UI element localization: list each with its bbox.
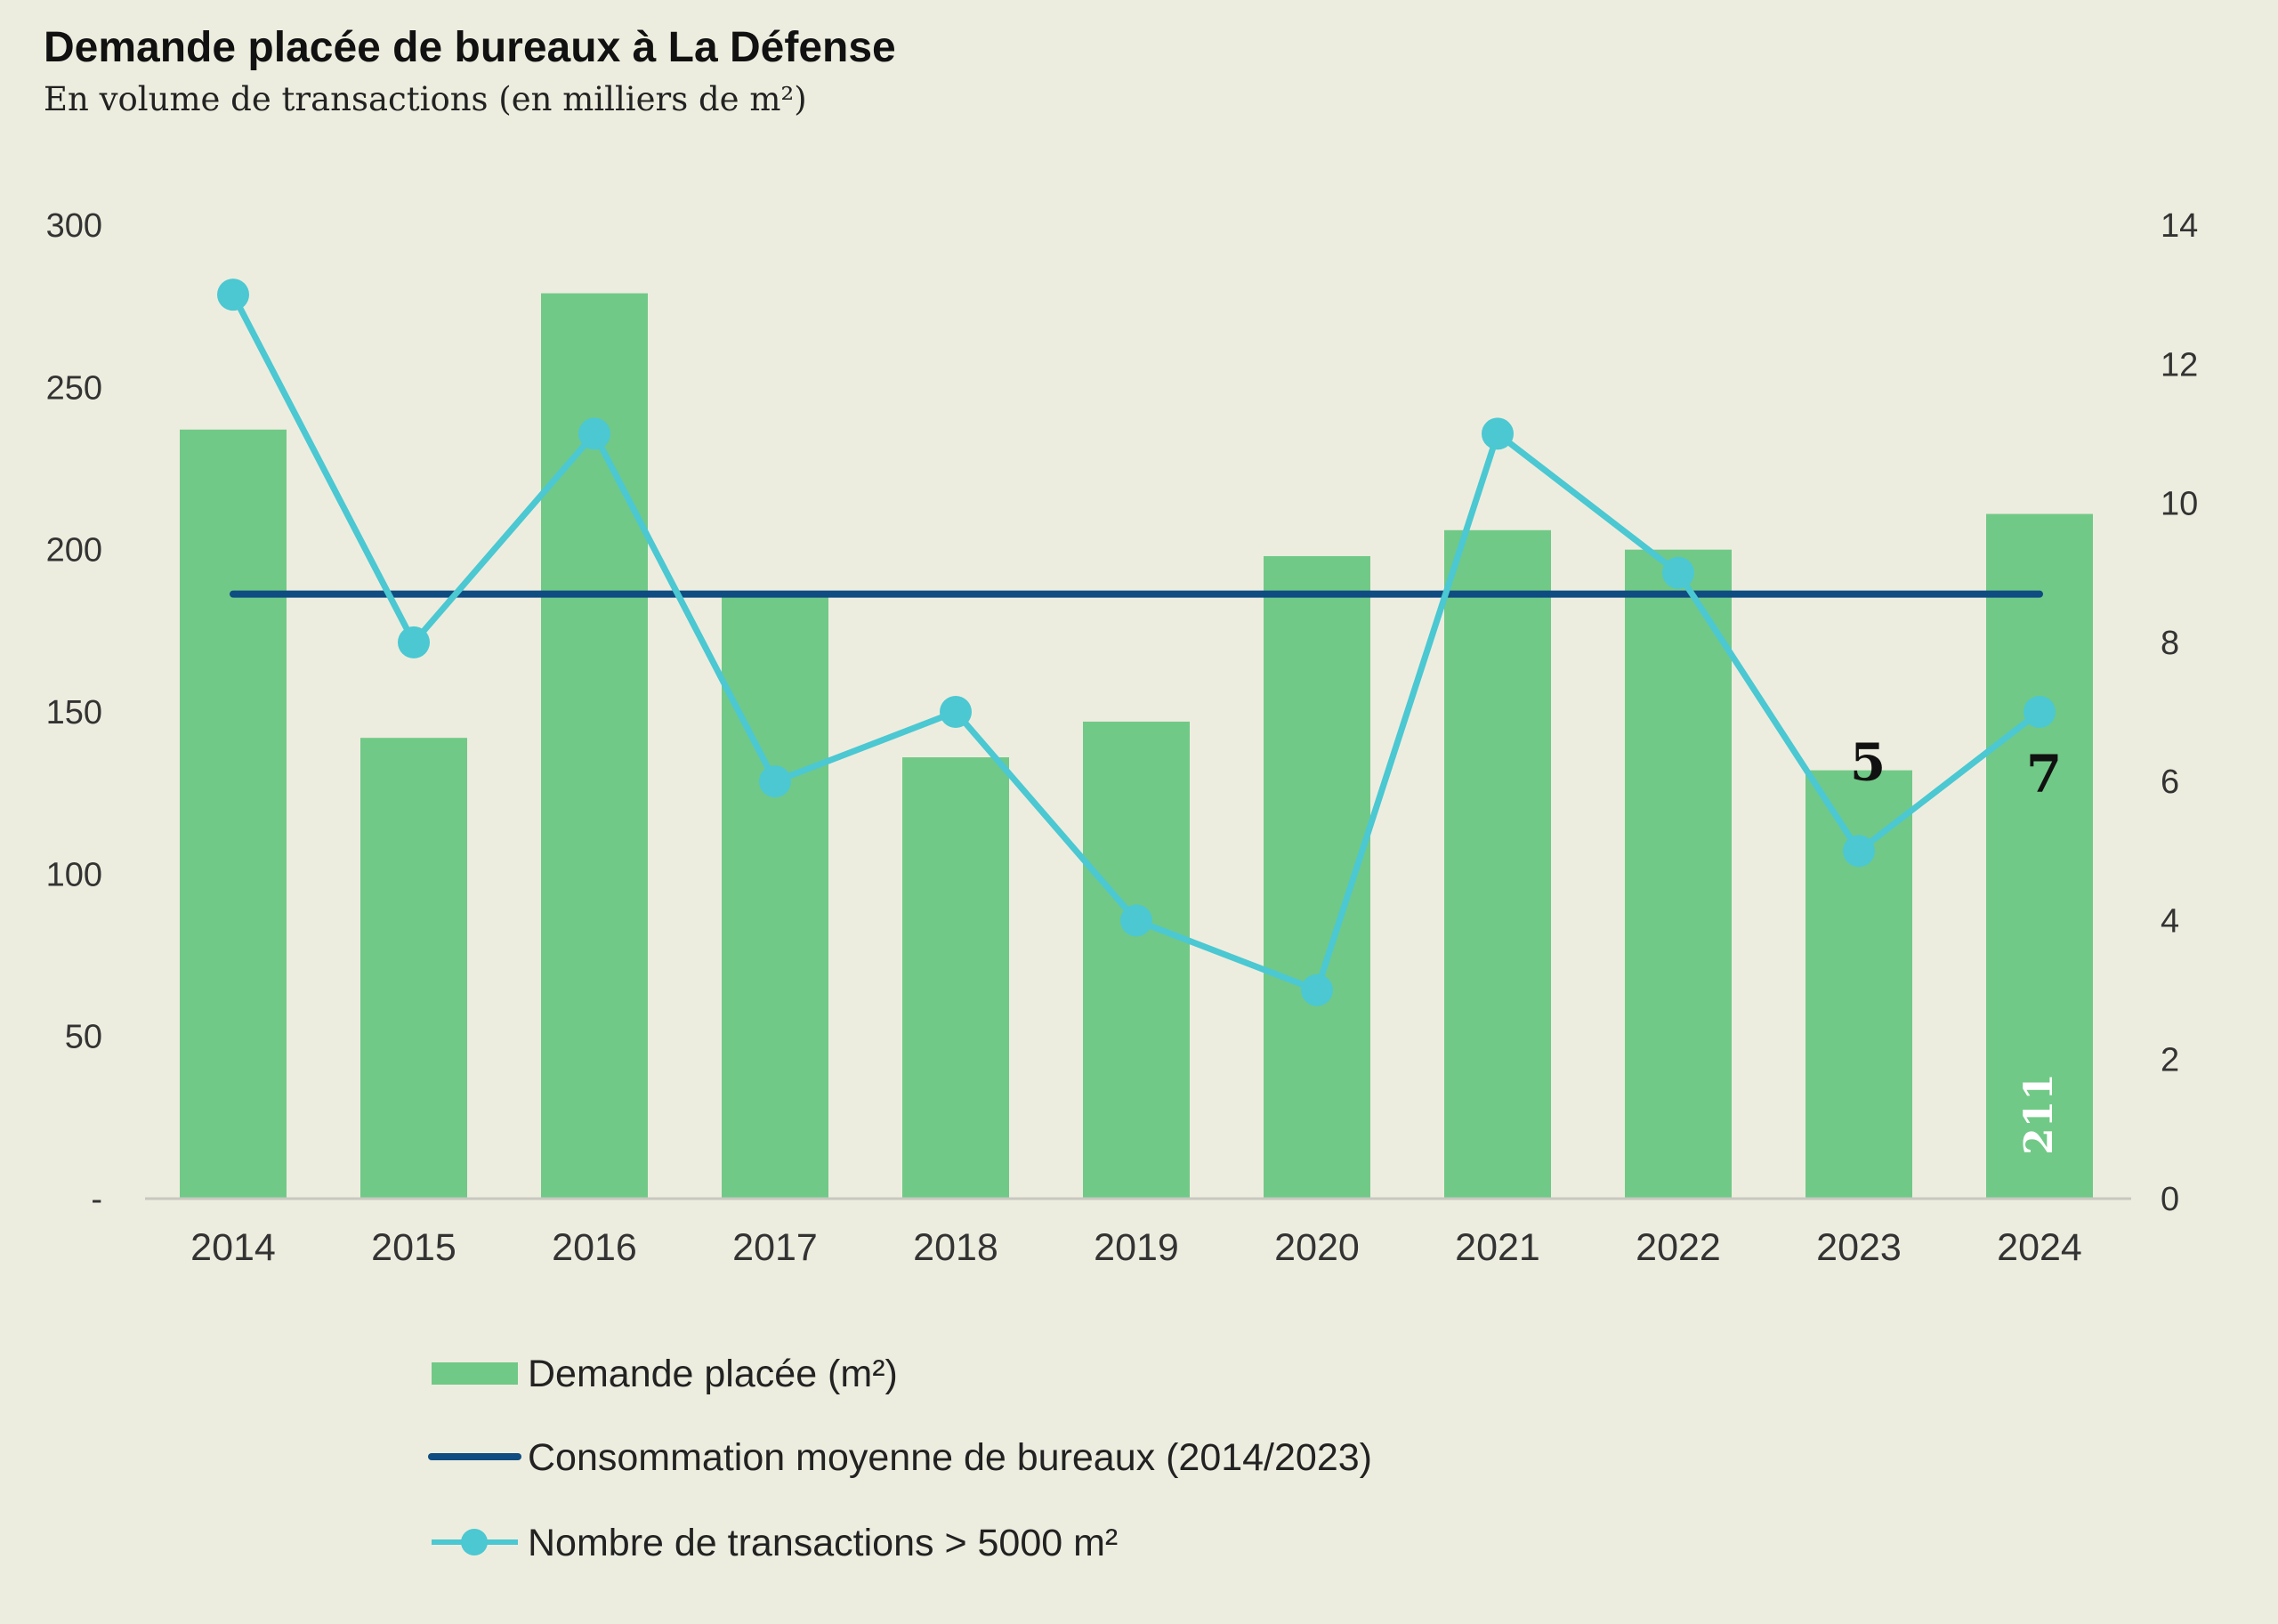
y-right-tick-label: 0 — [2161, 1181, 2179, 1218]
x-tick-label: 2014 — [190, 1226, 276, 1269]
legend-swatch-transactions-marker — [461, 1529, 488, 1555]
transactions-point-2019 — [1120, 904, 1152, 937]
x-tick-label: 2020 — [1274, 1226, 1360, 1269]
y-left-tick-label: 300 — [46, 207, 102, 245]
x-tick-label: 2016 — [552, 1226, 637, 1269]
y-left-tick-label: 250 — [46, 369, 102, 407]
chart-subtitle: En volume de transactions (en milliers d… — [44, 80, 807, 118]
transactions-point-2021 — [1482, 417, 1514, 450]
x-tick-label: 2023 — [1816, 1226, 1902, 1269]
bar-2021 — [1444, 529, 1551, 1199]
bar-2019 — [1083, 721, 1190, 1199]
bar-2015 — [360, 738, 467, 1199]
legend-label-average: Consommation moyenne de bureaux (2014/20… — [528, 1436, 1372, 1479]
x-tick-label: 2017 — [732, 1226, 818, 1269]
bar-2022 — [1625, 549, 1732, 1199]
transactions-point-2018 — [940, 696, 972, 728]
transactions-point-2020 — [1301, 974, 1333, 1006]
y-right-tick-label: 12 — [2161, 346, 2198, 384]
y-left-tick-label: 50 — [65, 1019, 102, 1056]
bar-2014 — [180, 429, 287, 1199]
y-right-tick-label: 2 — [2161, 1042, 2179, 1079]
annotation-label: 5 — [1850, 731, 1886, 792]
y-right-tick-label: 14 — [2161, 207, 2198, 245]
annotation-label: 7 — [2026, 744, 2062, 804]
y-right-tick-label: 6 — [2161, 764, 2179, 801]
transactions-point-2017 — [759, 765, 791, 798]
y-left-tick-label: 150 — [46, 694, 102, 731]
bar-value-label: 211 — [2016, 1073, 2062, 1155]
bar-2024 — [1986, 513, 2093, 1199]
x-tick-label: 2022 — [1636, 1226, 1721, 1269]
transactions-point-2022 — [1662, 556, 1694, 589]
x-tick-label: 2015 — [371, 1226, 456, 1269]
transactions-point-2016 — [578, 417, 610, 450]
x-tick-label: 2021 — [1455, 1226, 1540, 1269]
x-tick-label: 2018 — [913, 1226, 998, 1269]
y-left-tick-label: - — [91, 1181, 102, 1218]
legend-label-bars: Demande placée (m²) — [528, 1353, 898, 1395]
bar-2018 — [902, 757, 1009, 1199]
x-tick-label: 2019 — [1094, 1226, 1179, 1269]
x-tick-label: 2024 — [1997, 1226, 2082, 1269]
transactions-point-2014 — [217, 279, 249, 311]
y-left-tick-label: 100 — [46, 856, 102, 893]
chart-title: Demande placée de bureaux à La Défense — [44, 24, 896, 71]
y-right-tick-label: 8 — [2161, 625, 2179, 662]
transactions-point-2024 — [2024, 696, 2056, 728]
transactions-point-2023 — [1843, 835, 1875, 868]
transactions-point-2015 — [398, 626, 430, 658]
bar-2017 — [722, 594, 828, 1199]
bar-2023 — [1805, 770, 1912, 1199]
y-right-tick-label: 10 — [2161, 486, 2198, 523]
y-left-tick-label: 200 — [46, 532, 102, 570]
legend-swatch-bars — [432, 1362, 518, 1385]
y-right-tick-label: 4 — [2161, 902, 2179, 940]
legend-label-transactions: Nombre de transactions > 5000 m² — [528, 1522, 1118, 1564]
